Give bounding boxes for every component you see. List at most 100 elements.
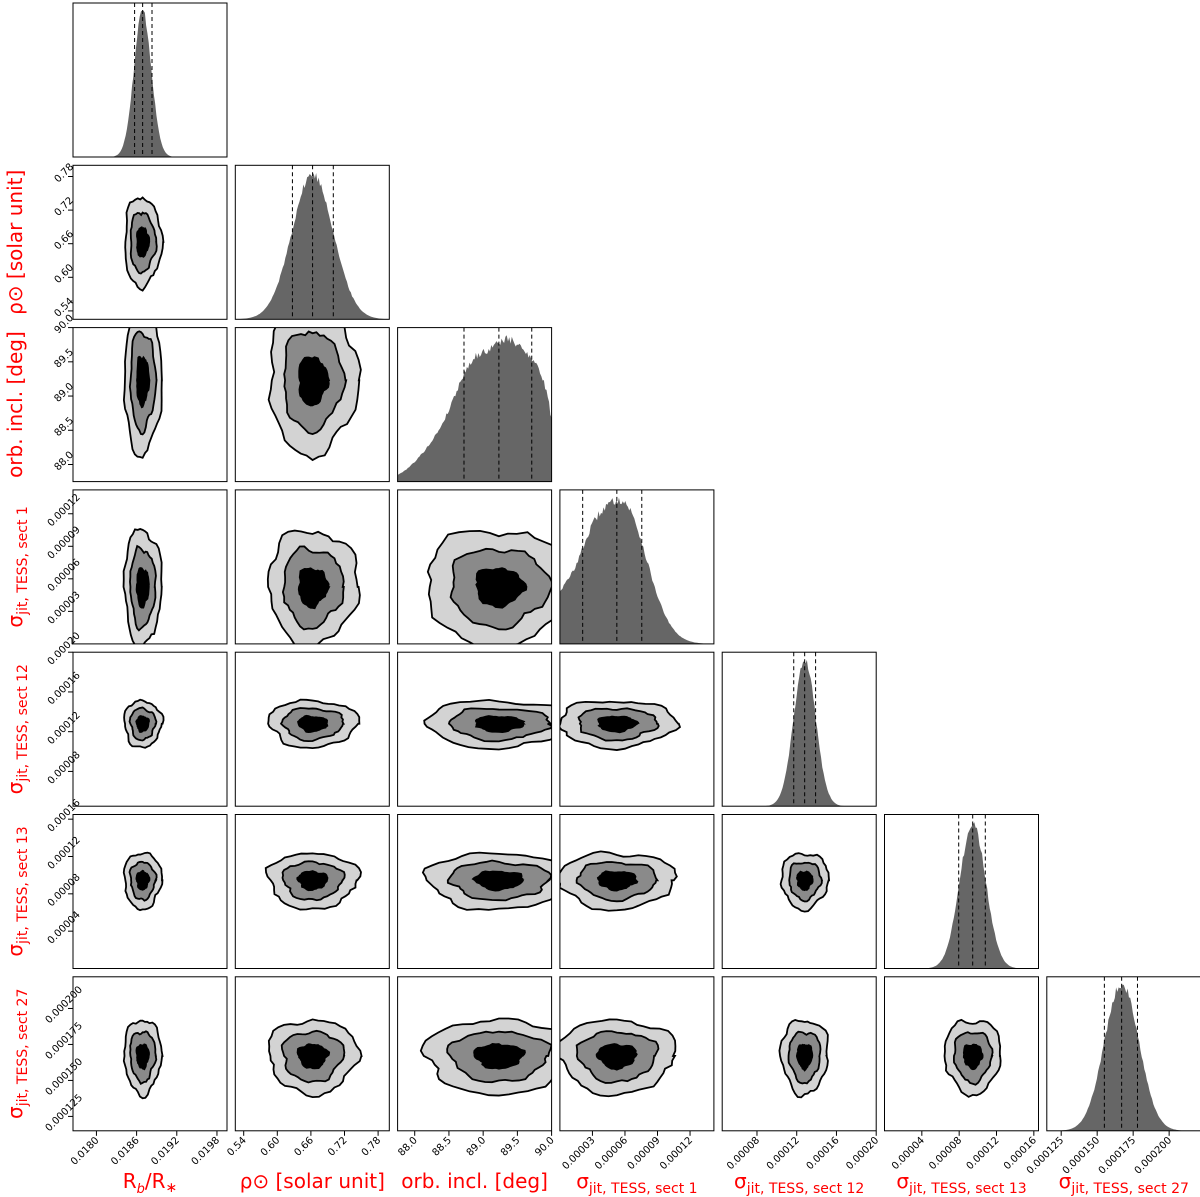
contour-panel-inc-j13 bbox=[397, 814, 553, 969]
xtick-label-inc-1: 88.5 bbox=[431, 1135, 455, 1159]
xtick-label-j12-2: 0.00016 bbox=[805, 1135, 842, 1172]
hist-panel-rho bbox=[234, 164, 390, 320]
xtick-label-j27-3: 0.000200 bbox=[1133, 1135, 1175, 1177]
ytick-label-j1-2: 0.00009 bbox=[46, 525, 83, 562]
frame-rb-rho bbox=[72, 164, 228, 320]
frame-rb-j1 bbox=[72, 489, 228, 645]
xtick-label-inc-2: 89.0 bbox=[465, 1135, 489, 1159]
frame-inc-j27 bbox=[397, 976, 553, 1132]
contour-c3-inc-j12 bbox=[474, 715, 526, 734]
contour-c3-rb-j27 bbox=[135, 1043, 150, 1071]
contour-panel-rb-j13 bbox=[72, 814, 228, 969]
ytick-label-j13-3: 0.00016 bbox=[46, 797, 83, 834]
xtick-label-j1-2: 0.00009 bbox=[626, 1135, 663, 1172]
contour-panel-rb-inc bbox=[72, 327, 228, 483]
xtick-label-j13-0: 0.00004 bbox=[890, 1135, 927, 1172]
hist-panel-rb bbox=[72, 2, 228, 158]
contour-c3-rb-j13 bbox=[135, 869, 151, 891]
contour-panel-rho-inc bbox=[234, 327, 390, 483]
contour-panel-rho-j12 bbox=[234, 651, 390, 807]
contour-panel-j1-j12 bbox=[559, 651, 715, 807]
frame-rb-inc bbox=[72, 327, 228, 483]
xtick-label-j12-1: 0.00012 bbox=[765, 1135, 802, 1172]
xtick-label-inc-3: 89.5 bbox=[499, 1135, 523, 1159]
contour-panel-j1-j27 bbox=[559, 976, 715, 1132]
frame-rho bbox=[234, 164, 390, 320]
frame-rho-j27 bbox=[234, 976, 390, 1132]
axis-label-y-j12: σjit, TESS, sect 12 bbox=[3, 664, 31, 794]
contour-c3-rho-inc bbox=[298, 356, 331, 407]
xtick-label-j12-3: 0.00020 bbox=[844, 1135, 881, 1172]
frame-j13 bbox=[884, 814, 1039, 969]
contour-c3-rho-j13 bbox=[296, 870, 329, 892]
ytick-label-j1-0: 0.00003 bbox=[46, 590, 83, 627]
contour-c3-j12-j13 bbox=[796, 870, 814, 892]
ytick-label-j27-1: 0.000150 bbox=[44, 1056, 86, 1098]
axis-label-x-j1: σjit, TESS, sect 1 bbox=[576, 1169, 697, 1197]
contour-c3-rho-j1 bbox=[297, 567, 331, 610]
frame-inc bbox=[397, 327, 553, 483]
contour-c3-j12-j27 bbox=[795, 1043, 814, 1072]
contour-panel-rb-j27 bbox=[72, 976, 228, 1132]
contour-c3-rb-rho bbox=[136, 226, 151, 258]
frame-j12 bbox=[721, 651, 877, 807]
xtick-label-j12-0: 0.00008 bbox=[725, 1135, 762, 1172]
xtick-label-inc-4: 90.0 bbox=[533, 1135, 557, 1159]
contour-c3-j13-j27 bbox=[962, 1043, 984, 1071]
contour-panel-inc-j27 bbox=[397, 976, 553, 1132]
ytick-label-j1-1: 0.00006 bbox=[46, 557, 83, 594]
frame-j1-j12 bbox=[559, 651, 715, 807]
hist-panel-j1 bbox=[559, 489, 715, 645]
axis-label-x-j27: σjit, TESS, sect 27 bbox=[1059, 1169, 1189, 1197]
frame-j1-j27 bbox=[559, 976, 715, 1132]
contour-c3-inc-j27 bbox=[473, 1043, 526, 1070]
contour-panel-inc-j12 bbox=[397, 651, 553, 807]
axis-label-y-j13: σjit, TESS, sect 13 bbox=[3, 826, 31, 956]
frame-rho-j1 bbox=[234, 489, 390, 645]
ytick-label-j13-0: 0.00004 bbox=[46, 909, 83, 946]
frame-rho-inc bbox=[234, 327, 390, 483]
frame-j1 bbox=[559, 489, 715, 645]
frame-inc-j1 bbox=[397, 489, 553, 645]
xtick-label-rho-0: 0.54 bbox=[225, 1135, 249, 1159]
frame-j27 bbox=[1046, 976, 1200, 1132]
axis-label-x-rb: Rb/R∗ bbox=[123, 1169, 178, 1197]
axis-label-x-j12: σjit, TESS, sect 12 bbox=[734, 1169, 864, 1197]
hist-j27 bbox=[1046, 984, 1200, 1131]
frame-rho-j12 bbox=[234, 651, 390, 807]
frame-rb-j12 bbox=[72, 651, 228, 807]
hist-panel-j13 bbox=[884, 814, 1039, 969]
frame-j12-j13 bbox=[721, 814, 877, 969]
ytick-label-j13-2: 0.00012 bbox=[46, 835, 83, 872]
axis-label-y-j27: σjit, TESS, sect 27 bbox=[3, 989, 31, 1119]
axis-label-x-inc: orb. incl. [deg] bbox=[401, 1169, 548, 1193]
contour-panel-rho-j13 bbox=[234, 814, 390, 969]
xtick-label-rho-4: 0.78 bbox=[360, 1135, 384, 1159]
ytick-label-j1-3: 0.00012 bbox=[46, 492, 83, 529]
contour-c3-j1-j12 bbox=[597, 715, 640, 734]
hist-j1 bbox=[559, 497, 714, 644]
contour-c3-inc-j1 bbox=[475, 567, 528, 609]
hist-j12 bbox=[722, 659, 877, 807]
frame-j13-j27 bbox=[884, 976, 1039, 1132]
axis-label-y-j1: σjit, TESS, sect 1 bbox=[3, 506, 31, 627]
xtick-label-rb-2: 0.0192 bbox=[149, 1135, 182, 1168]
xtick-label-rho-2: 0.66 bbox=[292, 1135, 316, 1159]
ytick-label-j27-2: 0.000175 bbox=[44, 1021, 86, 1063]
xtick-label-inc-0: 88.0 bbox=[396, 1135, 420, 1159]
axis-label-y-rho: ρ⊙ [solar unit] bbox=[3, 170, 27, 315]
xtick-label-rb-0: 0.0180 bbox=[69, 1135, 102, 1168]
contour-c3-rho-j27 bbox=[296, 1043, 331, 1070]
ytick-label-j27-3: 0.000200 bbox=[44, 985, 86, 1027]
contour-panel-rb-j12 bbox=[72, 651, 228, 807]
xtick-label-rho-3: 0.72 bbox=[326, 1135, 350, 1159]
xtick-label-j27-2: 0.000175 bbox=[1097, 1135, 1139, 1177]
contour-panel-j12-j27 bbox=[721, 976, 877, 1132]
xtick-label-j13-2: 0.00012 bbox=[965, 1135, 1002, 1172]
ytick-label-j12-3: 0.00020 bbox=[46, 631, 83, 668]
frame-inc-j13 bbox=[397, 814, 553, 969]
contour-c3-inc-j13 bbox=[471, 870, 525, 892]
axis-label-x-j13: σjit, TESS, sect 13 bbox=[896, 1169, 1026, 1197]
contour-panel-rb-j1 bbox=[72, 489, 228, 645]
contour-c3-j1-j13 bbox=[596, 870, 639, 892]
